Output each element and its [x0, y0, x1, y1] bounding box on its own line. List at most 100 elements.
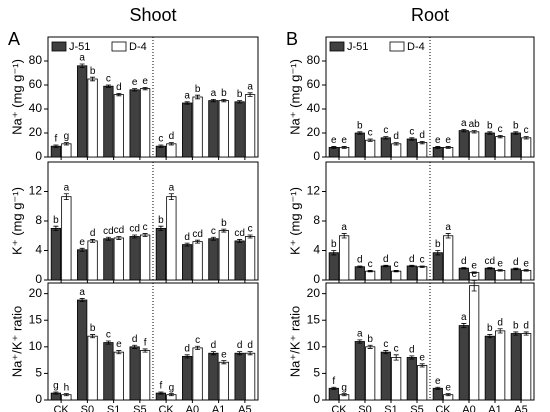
significance-letter: a — [184, 90, 190, 101]
error-bar — [195, 345, 201, 350]
significance-letter: f — [144, 338, 147, 349]
y-tick-label: 60 — [29, 77, 43, 91]
significance-letter: b — [513, 120, 519, 131]
bar — [182, 355, 193, 401]
significance-letter: f — [160, 381, 163, 392]
bar — [380, 137, 391, 158]
significance-letter: e — [419, 352, 425, 363]
bar — [406, 265, 417, 281]
error-bar — [237, 100, 243, 104]
significance-letter: e — [497, 258, 503, 269]
y-tick-label: 15 — [307, 312, 321, 326]
bar — [354, 266, 365, 281]
error-bar — [409, 264, 415, 268]
error-bar — [513, 267, 519, 271]
significance-letter: b — [53, 215, 59, 226]
bar — [521, 270, 532, 281]
error-bar — [341, 233, 347, 239]
bar — [208, 238, 219, 281]
significance-letter: d — [409, 344, 415, 355]
y-tick-label: 0 — [35, 272, 42, 286]
error-bar — [237, 351, 243, 356]
panel-letter: A — [8, 29, 20, 49]
significance-letter: d — [184, 232, 190, 243]
bar — [182, 102, 193, 158]
error-bar — [63, 193, 69, 201]
significance-letter: d — [419, 130, 425, 141]
bar — [521, 137, 532, 158]
bar — [77, 249, 88, 281]
significance-letter: c — [472, 269, 477, 280]
bar — [432, 146, 443, 158]
bar — [129, 236, 140, 281]
significance-letter: a — [64, 182, 70, 193]
bar — [432, 387, 443, 401]
error-bar — [247, 92, 253, 97]
significance-letter: e — [471, 261, 477, 272]
bar — [365, 139, 376, 158]
error-bar — [210, 99, 216, 103]
significance-letter: b — [90, 66, 96, 77]
error-bar — [435, 146, 441, 149]
x-tick-label: A5 — [514, 404, 527, 412]
significance-letter: cd — [234, 228, 245, 239]
error-bar — [461, 267, 467, 270]
significance-letter: b — [221, 88, 227, 99]
significance-letter: b — [158, 215, 164, 226]
error-bar — [445, 233, 451, 239]
x-tick-label: CK — [331, 404, 347, 412]
significance-letter: d — [116, 82, 122, 93]
y-tick-label: 20 — [29, 286, 43, 300]
bar — [495, 330, 506, 401]
error-bar — [461, 129, 467, 133]
bar — [234, 240, 245, 281]
x-tick-label: CK — [53, 404, 69, 412]
y-axis-label: K⁺ (mg g⁻¹) — [9, 187, 24, 255]
error-bar — [247, 234, 253, 239]
error-bar — [487, 267, 493, 270]
y-tick-label: 0 — [35, 149, 42, 163]
bar — [166, 143, 177, 158]
bar — [103, 238, 114, 281]
bar — [391, 143, 402, 158]
column-title: Root — [411, 5, 449, 25]
error-bar — [53, 225, 59, 231]
x-tick-label: CK — [158, 404, 174, 412]
bar — [339, 235, 350, 281]
bar — [129, 89, 140, 158]
bar — [510, 132, 521, 158]
significance-letter: g — [341, 382, 347, 393]
y-tick-label: 0 — [313, 272, 320, 286]
bar — [139, 234, 151, 281]
bar — [458, 325, 469, 401]
legend-label: D-4 — [129, 41, 147, 53]
x-tick-label: A5 — [238, 404, 251, 412]
bar — [208, 352, 219, 401]
bar — [113, 94, 124, 158]
significance-letter: e — [221, 349, 227, 360]
bar — [365, 346, 376, 401]
error-bar — [53, 391, 59, 395]
error-bar — [63, 393, 69, 397]
error-bar — [523, 331, 529, 336]
bar — [365, 270, 376, 281]
error-bar — [409, 355, 415, 360]
y-tick-label: 0 — [35, 392, 42, 406]
bar — [87, 335, 98, 401]
significance-letter: d — [409, 254, 415, 265]
significance-letter: d — [247, 340, 253, 351]
error-bar — [471, 279, 477, 292]
bar — [166, 196, 177, 281]
bar — [391, 270, 402, 281]
significance-letter: b — [237, 89, 243, 100]
significance-letter: a — [247, 81, 253, 92]
error-bar — [105, 84, 111, 88]
significance-letter: a — [461, 312, 467, 323]
significance-letter: b — [331, 239, 337, 250]
significance-letter: c — [248, 224, 253, 235]
error-bar — [210, 351, 216, 356]
error-bar — [497, 328, 503, 334]
error-bar — [393, 142, 399, 146]
significance-letter: a — [79, 287, 85, 298]
error-bar — [357, 339, 363, 344]
